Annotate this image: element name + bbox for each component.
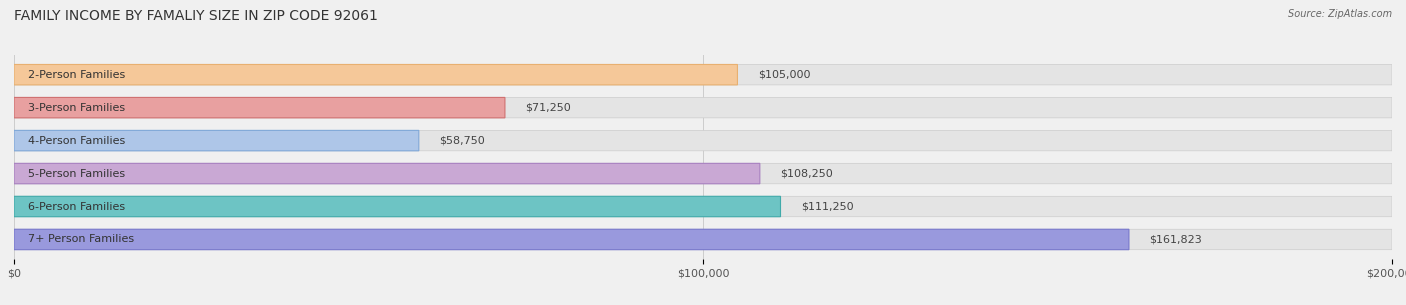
FancyBboxPatch shape [14,64,1392,85]
FancyBboxPatch shape [14,229,1392,250]
FancyBboxPatch shape [14,130,1392,151]
Text: $58,750: $58,750 [440,136,485,145]
Text: 5-Person Families: 5-Person Families [28,169,125,178]
Text: $111,250: $111,250 [801,202,853,211]
FancyBboxPatch shape [14,97,505,118]
Text: FAMILY INCOME BY FAMALIY SIZE IN ZIP CODE 92061: FAMILY INCOME BY FAMALIY SIZE IN ZIP COD… [14,9,378,23]
Text: 7+ Person Families: 7+ Person Families [28,235,134,245]
Text: $105,000: $105,000 [758,70,811,80]
FancyBboxPatch shape [14,163,759,184]
Text: Source: ZipAtlas.com: Source: ZipAtlas.com [1288,9,1392,19]
Text: $161,823: $161,823 [1150,235,1202,245]
FancyBboxPatch shape [14,64,738,85]
Text: $71,250: $71,250 [526,103,571,113]
FancyBboxPatch shape [14,130,419,151]
Text: 4-Person Families: 4-Person Families [28,136,125,145]
Text: 6-Person Families: 6-Person Families [28,202,125,211]
Text: 2-Person Families: 2-Person Families [28,70,125,80]
FancyBboxPatch shape [14,196,1392,217]
FancyBboxPatch shape [14,163,1392,184]
Text: $108,250: $108,250 [780,169,834,178]
FancyBboxPatch shape [14,196,780,217]
FancyBboxPatch shape [14,229,1129,250]
FancyBboxPatch shape [14,97,1392,118]
Text: 3-Person Families: 3-Person Families [28,103,125,113]
